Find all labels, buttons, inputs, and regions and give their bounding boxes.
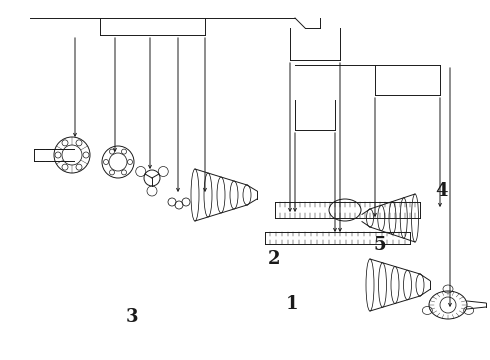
Text: 3: 3 [126, 308, 139, 326]
Text: 4: 4 [435, 182, 447, 200]
Text: 1: 1 [285, 295, 298, 313]
Text: 5: 5 [373, 236, 386, 254]
Text: 2: 2 [268, 250, 281, 268]
